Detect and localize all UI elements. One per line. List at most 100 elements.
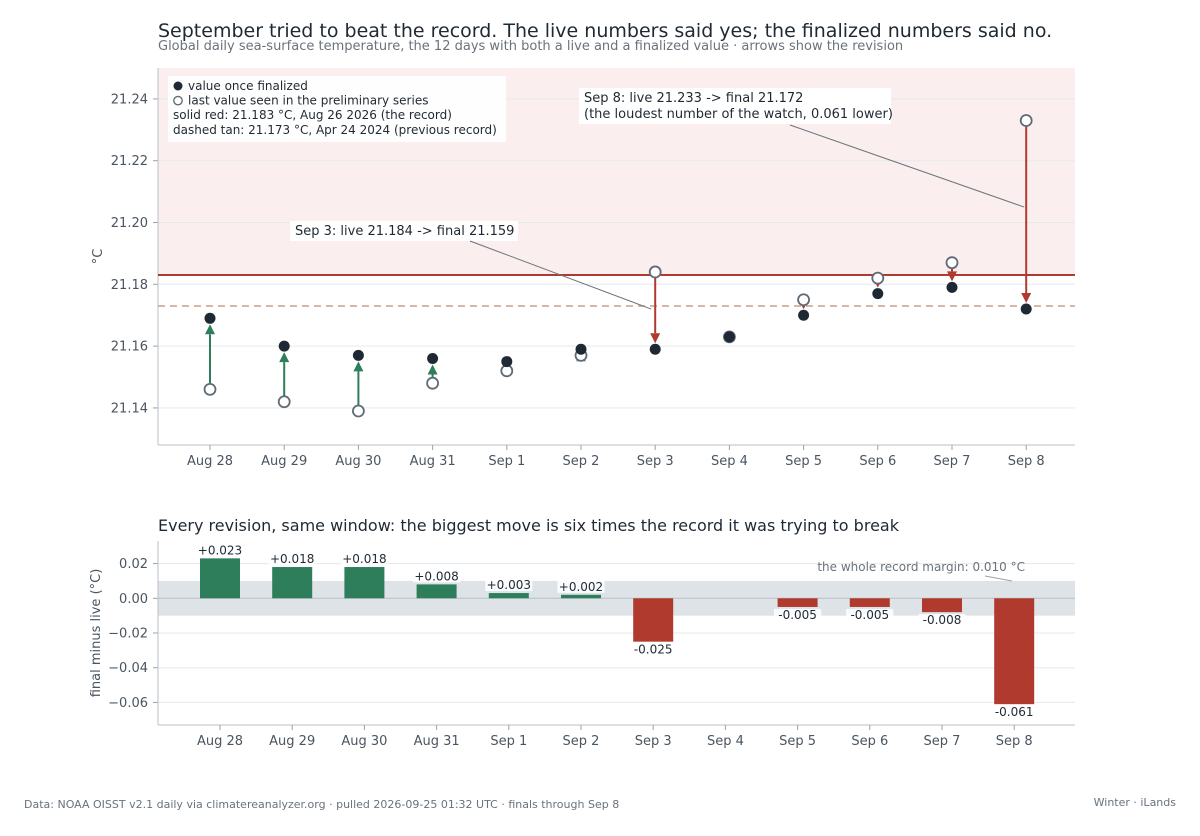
bar-label-bg	[990, 706, 1038, 720]
revision-arrow-head-aug-29	[279, 352, 290, 363]
y-axis-label: °C	[91, 249, 106, 265]
legend-box	[168, 76, 506, 142]
bar-label-bg	[918, 614, 966, 628]
legend-item-1: last value seen in the preliminary serie…	[188, 94, 428, 108]
final-point-aug-31	[427, 352, 439, 364]
bar-label-sep-2: +0.002	[559, 580, 603, 594]
final-point-aug-29	[278, 340, 290, 352]
bar-label-sep-3: -0.025	[634, 643, 673, 657]
record-margin-note: the whole record margin: 0.010 °C	[817, 560, 1025, 574]
annotation-leader-sep8	[789, 124, 1025, 208]
y-tick-label: 21.22	[111, 154, 148, 169]
x-tick-label-sep-7: Sep 7	[924, 734, 961, 749]
y-tick-label: 21.20	[111, 216, 148, 231]
annotation-box-sep8	[579, 88, 891, 124]
legend-live-marker	[173, 95, 183, 106]
y-tick-label: 21.16	[111, 340, 148, 355]
record-margin-note-leader	[984, 575, 1013, 582]
y-tick-label: −0.02	[108, 627, 148, 642]
revision-bar-aug-30	[344, 567, 385, 599]
live-point-sep-3	[648, 265, 662, 279]
bar-label-bg	[846, 608, 894, 622]
y-tick-label: 0.02	[119, 557, 148, 572]
annotation-box-sep3	[290, 221, 518, 241]
bar-label-bg	[340, 552, 388, 566]
x-tick-label-sep-5: Sep 5	[785, 454, 822, 469]
revision-bar-sep-8	[994, 598, 1035, 705]
final-point-sep-2	[575, 343, 587, 355]
bar-label-aug-29: +0.018	[270, 552, 314, 566]
x-tick-label-aug-31: Aug 31	[414, 734, 460, 749]
final-point-aug-30	[352, 349, 364, 361]
bar-label-aug-30: +0.018	[342, 552, 386, 566]
live-point-sep-7	[945, 256, 959, 270]
x-tick-label-sep-5: Sep 5	[779, 734, 816, 749]
x-tick-label-sep-2: Sep 2	[563, 734, 600, 749]
final-point-sep-3	[649, 343, 661, 355]
revision-bar-aug-29	[272, 567, 313, 599]
x-tick-label-sep-8: Sep 8	[996, 734, 1033, 749]
page-title: September tried to beat the record. The …	[158, 20, 1053, 42]
bar-label-sep-8: -0.061	[995, 705, 1034, 719]
bar-label-bg	[268, 552, 316, 566]
live-point-aug-30	[351, 404, 365, 418]
bar-label-bg	[557, 579, 605, 593]
x-tick-label-aug-30: Aug 30	[341, 734, 387, 749]
annotation-leader-sep3	[469, 240, 652, 310]
revision-arrow-head-aug-28	[205, 324, 215, 335]
revision-bar-sep-2	[561, 594, 601, 599]
revision-bar-sep-5	[777, 598, 818, 607]
credit-note: Winter · iLands	[1093, 796, 1176, 809]
bar-label-bg	[629, 643, 677, 657]
x-tick-label-sep-1: Sep 1	[488, 454, 525, 469]
annotation-sep8-line1: Sep 8: live 21.233 -> final 21.172	[584, 91, 803, 106]
live-point-aug-29	[277, 395, 291, 409]
y-tick-label: −0.06	[108, 696, 148, 711]
y-tick-label: 21.14	[111, 401, 148, 416]
x-tick-label-sep-6: Sep 6	[859, 454, 896, 469]
bar-label-aug-31: +0.008	[414, 569, 458, 583]
bar-label-sep-6: -0.005	[850, 608, 889, 622]
revision-bar-aug-31	[416, 584, 457, 599]
y-tick-label: 21.24	[111, 92, 148, 107]
legend-finalized-marker	[173, 81, 183, 91]
x-tick-label-sep-4: Sep 4	[711, 454, 748, 469]
x-tick-label-aug-31: Aug 31	[410, 454, 456, 469]
revision-bar-sep-7	[922, 598, 962, 613]
revision-arrow-head-aug-31	[427, 364, 438, 375]
x-tick-label-sep-3: Sep 3	[637, 454, 674, 469]
revision-arrow-head-sep-8	[1021, 293, 1032, 304]
revision-arrow-head-aug-30	[353, 361, 364, 372]
x-tick-label-sep-6: Sep 6	[851, 734, 888, 749]
live-point-sep-8	[1019, 114, 1033, 127]
bar-label-bg	[196, 543, 244, 557]
x-tick-label-aug-28: Aug 28	[187, 454, 233, 469]
x-tick-label-aug-30: Aug 30	[335, 454, 381, 469]
live-point-sep-6	[871, 271, 885, 285]
bar-label-bg	[413, 569, 461, 583]
y-tick-label: −0.04	[108, 661, 148, 676]
revision-bar-sep-1	[488, 593, 529, 599]
x-tick-label-sep-4: Sep 4	[707, 734, 744, 749]
x-tick-label-sep-2: Sep 2	[563, 454, 600, 469]
x-tick-label-aug-28: Aug 28	[197, 734, 243, 749]
final-point-sep-5	[798, 309, 810, 321]
page-subtitle: Global daily sea-surface temperature, th…	[158, 39, 904, 54]
live-point-aug-31	[426, 376, 440, 390]
legend-item-3: dashed tan: 21.173 °C, Apr 24 2024 (prev…	[173, 123, 497, 137]
x-tick-label-sep-8: Sep 8	[1008, 454, 1045, 469]
temperature-chart: 21.14 21.16 21.18 21.20 21.22 21.24 °C Aug 28 Au…	[91, 68, 1075, 469]
final-point-sep-6	[872, 288, 884, 300]
annotation-sep8-line2: (the loudest number of the watch, 0.061 …	[584, 107, 893, 122]
annotation-sep3: Sep 3: live 21.184 -> final 21.159	[295, 224, 514, 239]
final-point-sep-4	[723, 331, 735, 343]
x-tick-label-aug-29: Aug 29	[269, 734, 315, 749]
x-tick-label-sep-7: Sep 7	[934, 454, 971, 469]
bar-label-aug-28: +0.023	[198, 543, 242, 557]
bar-label-sep-7: -0.008	[923, 613, 962, 627]
revision-panel-title: Every revision, same window: the biggest…	[158, 516, 899, 535]
y-axis-label: final minus live (°C)	[89, 569, 104, 698]
revision-bar-sep-6	[849, 598, 890, 607]
bar-label-bg	[485, 578, 533, 592]
